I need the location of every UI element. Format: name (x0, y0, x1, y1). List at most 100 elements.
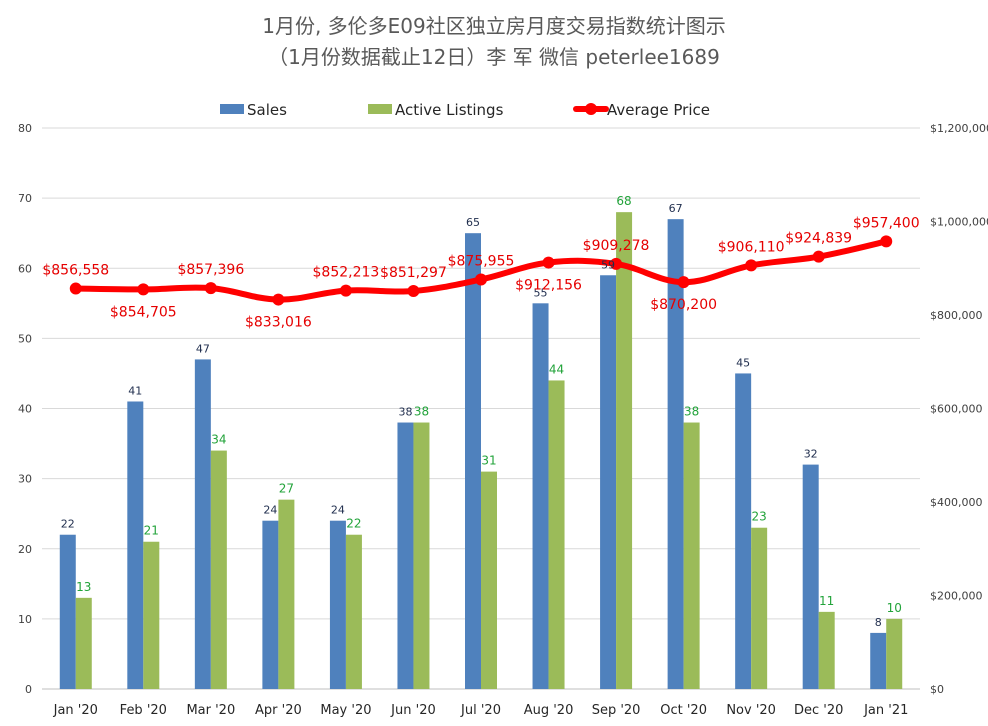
y-right-tick-label: $200,000 (930, 590, 983, 603)
listings-data-label: 38 (684, 405, 699, 419)
average-price-point (745, 259, 758, 272)
sales-bar (194, 359, 211, 689)
sales-data-label: 8 (875, 616, 882, 629)
y-right-tick-label: $800,000 (930, 309, 983, 322)
average-price-point (542, 256, 555, 269)
x-tick-label: Jun '20 (390, 703, 436, 718)
average-price-data-label: $870,200 (650, 297, 717, 313)
y-right-tick-label: $600,000 (930, 403, 983, 416)
average-price-point (272, 293, 285, 306)
bars-layer (59, 212, 903, 689)
average-price-point (475, 273, 487, 286)
sales-bar (600, 275, 617, 689)
listings-data-label: 68 (616, 194, 631, 208)
sales-data-label: 24 (331, 504, 345, 517)
average-price-point (880, 235, 893, 248)
x-tick-label: Feb '20 (120, 703, 167, 718)
listings-bar (616, 212, 633, 689)
sales-data-label: 45 (736, 356, 750, 369)
x-tick-label: Apr '20 (255, 703, 302, 718)
y-right-tick-label: $1,000,000 (930, 216, 988, 229)
listings-data-label: 31 (481, 454, 496, 468)
sales-bar (127, 401, 144, 689)
listings-data-label: 27 (279, 482, 294, 496)
y-left-tick-label: 40 (18, 403, 32, 416)
y-right-tick-label: $1,200,000 (930, 122, 988, 135)
legend-swatch (368, 104, 392, 114)
legend-label: Sales (247, 101, 287, 119)
average-price-data-label: $833,016 (245, 315, 312, 331)
y-left-tick-label: 10 (18, 613, 32, 626)
y-left-tick-label: 50 (18, 332, 32, 345)
average-price-point (812, 250, 825, 263)
sales-bar (397, 422, 414, 689)
x-tick-label: Aug '20 (524, 703, 574, 718)
x-tick-label: Nov '20 (726, 703, 776, 718)
y-left-tick-label: 20 (18, 543, 32, 556)
listings-bar (345, 534, 362, 689)
sales-data-label: 24 (263, 504, 277, 517)
sales-bar (802, 464, 819, 689)
price-line-layer (69, 235, 893, 306)
listings-data-label: 13 (76, 580, 91, 594)
average-price-data-label: $856,558 (42, 263, 109, 279)
sales-data-label: 67 (669, 202, 683, 215)
listings-bar (548, 380, 565, 689)
listings-bar (210, 450, 227, 689)
x-tick-label: Sep '20 (592, 703, 641, 718)
listings-bar (75, 597, 92, 689)
chart-title: 1月份, 多伦多E09社区独立房月度交易指数统计图示 (262, 14, 726, 38)
x-tick-label: Jan '20 (53, 703, 98, 718)
sales-data-label: 32 (804, 448, 818, 461)
listings-data-label: 10 (887, 601, 902, 615)
y-left-tick-label: 0 (25, 683, 32, 696)
listings-bar (818, 611, 835, 689)
y-right-tick-label: $400,000 (930, 496, 983, 509)
legend-label: Active Listings (395, 101, 504, 119)
listings-bar (481, 471, 497, 689)
legend-marker (585, 103, 597, 115)
listings-data-label: 38 (414, 405, 429, 419)
y-left-tick-label: 30 (18, 473, 32, 486)
x-tick-label: Mar '20 (186, 703, 235, 718)
average-price-data-label: $851,297 (380, 265, 447, 281)
average-price-point (677, 276, 690, 289)
sales-bar (870, 632, 887, 689)
sales-bar (329, 520, 346, 689)
sales-data-label: 59 (601, 258, 615, 271)
average-price-data-label: $857,396 (177, 262, 244, 278)
x-tick-label: Dec '20 (794, 703, 843, 718)
listings-data-label: 22 (346, 517, 361, 531)
legend-label: Average Price (607, 101, 710, 119)
average-price-point (137, 283, 150, 296)
sales-data-label: 38 (398, 406, 412, 419)
sales-data-label: 22 (61, 518, 75, 531)
listings-bar (886, 618, 903, 689)
average-price-data-label: $909,278 (583, 238, 650, 254)
listings-data-label: 11 (819, 594, 834, 608)
y-right-tick-label: $0 (930, 683, 944, 696)
sales-bar (532, 303, 549, 689)
x-tick-label: Jan '21 (863, 703, 908, 718)
average-price-data-label: $852,213 (313, 265, 380, 281)
listings-bar (751, 527, 768, 689)
listings-data-label: 23 (752, 510, 767, 524)
average-price-point (407, 285, 420, 298)
y-left-tick-label: 80 (18, 122, 32, 135)
average-price-data-label: $957,400 (853, 215, 920, 231)
y-left-tick-label: 70 (18, 192, 32, 205)
sales-bar (667, 219, 684, 689)
average-price-data-label: $924,839 (785, 231, 852, 247)
sales-data-label: 41 (128, 384, 142, 397)
x-tick-label: May '20 (320, 703, 371, 718)
listings-data-label: 21 (144, 524, 159, 538)
listings-bar (143, 541, 160, 689)
listings-bar (683, 422, 700, 689)
x-tick-label: Oct '20 (660, 703, 707, 718)
legend: Sales Active Listings Average Price (220, 101, 710, 119)
sales-bar (59, 534, 76, 689)
listings-bar (413, 422, 430, 689)
